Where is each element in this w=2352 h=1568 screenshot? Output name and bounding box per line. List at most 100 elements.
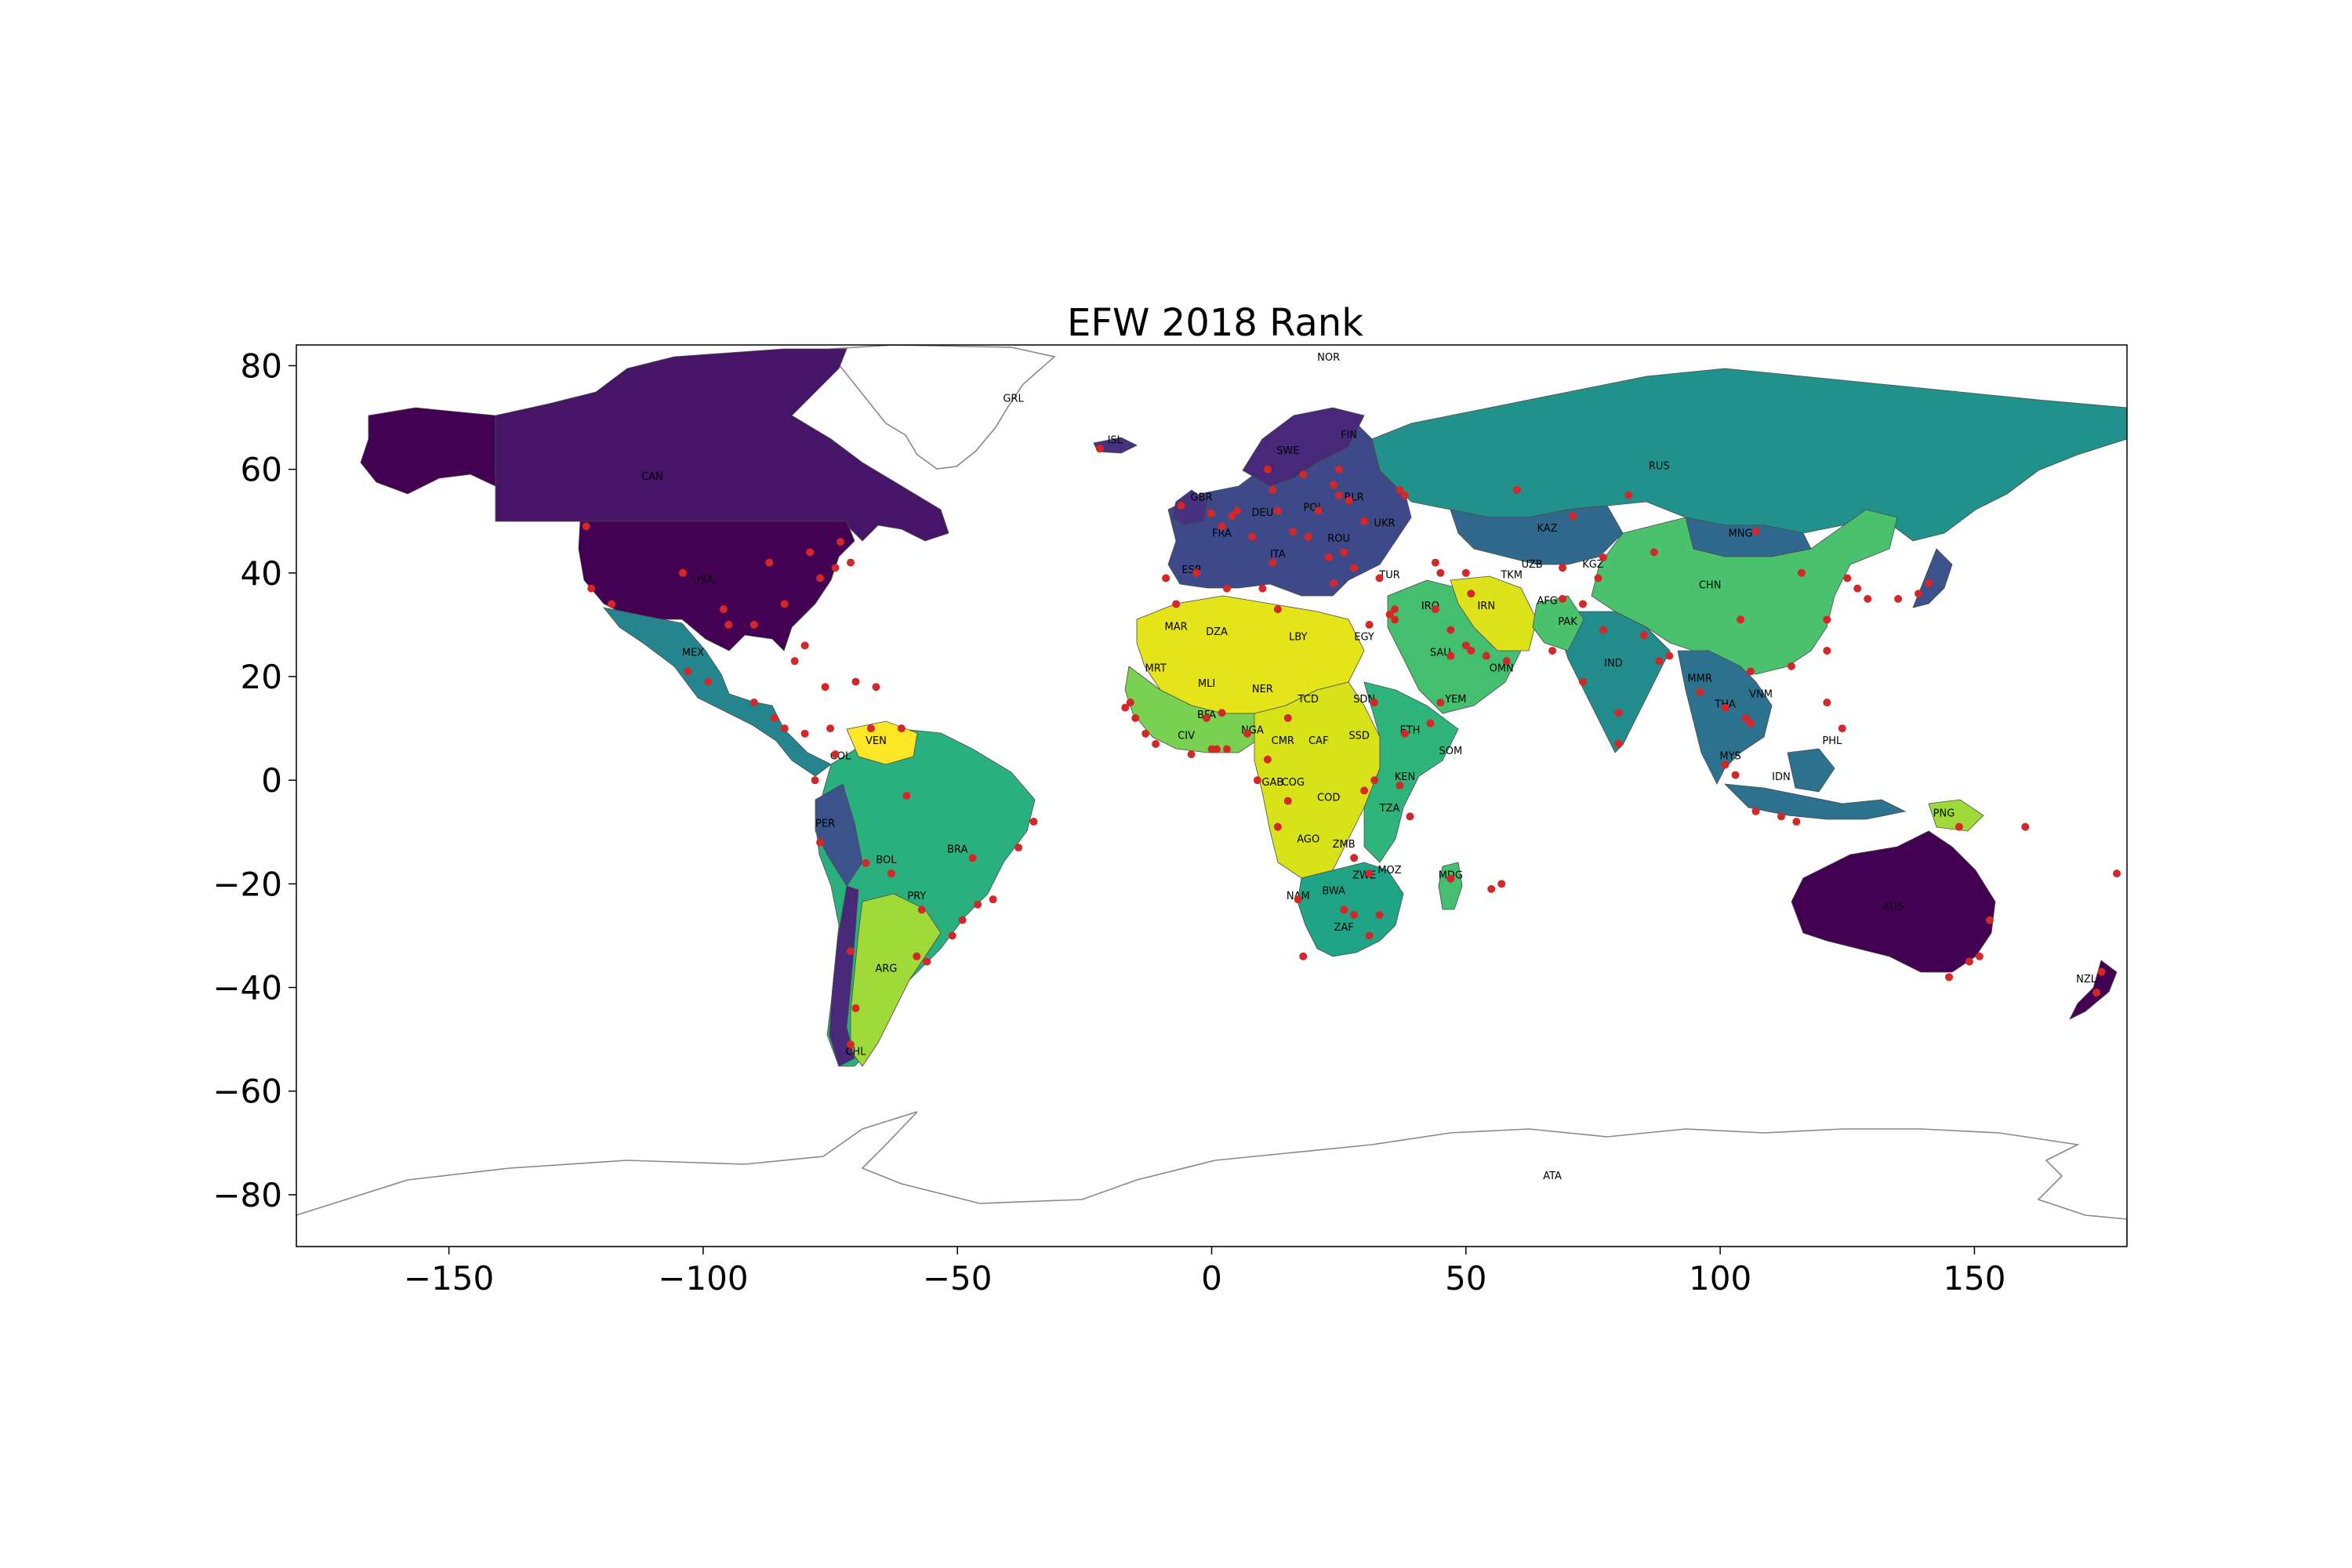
city-point: [1396, 781, 1404, 789]
city-point: [1777, 812, 1785, 821]
country-label-zaf: ZAF: [1334, 922, 1353, 934]
city-point: [1426, 719, 1435, 728]
y-tick-label: −20: [212, 865, 282, 903]
region-kazakhstan: [1450, 505, 1624, 565]
region-india: [1559, 611, 1671, 753]
city-point: [1340, 548, 1348, 557]
country-label-isl: ISL: [1108, 435, 1123, 447]
city-point: [837, 538, 845, 546]
city-point: [1512, 486, 1521, 495]
country-label-deu: DEU: [1251, 507, 1273, 519]
chart-title: EFW 2018 Rank: [1067, 301, 1363, 345]
city-point: [1436, 568, 1445, 577]
region-usa: [578, 521, 855, 652]
city-point: [1324, 553, 1333, 561]
city-point: [923, 957, 931, 966]
city-point: [1747, 667, 1755, 676]
y-tick-label: −40: [212, 969, 282, 1007]
city-point: [1436, 699, 1445, 707]
city-point: [1218, 522, 1226, 531]
city-point: [1599, 553, 1607, 561]
city-point: [1269, 486, 1277, 495]
region-png: [1928, 799, 1984, 832]
city-point: [1431, 605, 1439, 614]
country-label-gab: GAB: [1261, 777, 1283, 789]
city-point: [1431, 558, 1439, 567]
city-point: [1299, 470, 1308, 479]
city-point: [1894, 594, 1903, 603]
city-points-layer: [582, 445, 2122, 1049]
region-southeast-asia: [1677, 650, 1773, 785]
country-label-sau: SAU: [1430, 648, 1451, 659]
city-point: [1578, 600, 1587, 608]
city-point: [1787, 662, 1795, 670]
city-point: [704, 677, 713, 686]
city-point: [724, 620, 733, 629]
city-point: [1263, 465, 1272, 474]
country-label-tkm: TKM: [1500, 569, 1523, 581]
city-point: [1304, 532, 1312, 541]
country-label-chn: CHN: [1699, 580, 1722, 592]
city-point: [1365, 931, 1374, 940]
y-tick-label: −80: [212, 1176, 282, 1214]
city-point: [806, 548, 815, 557]
city-point: [1925, 579, 1933, 588]
city-point: [1350, 564, 1359, 572]
city-point: [1406, 812, 1414, 821]
city-point: [917, 906, 926, 914]
city-point: [866, 724, 875, 733]
city-point: [1152, 739, 1160, 748]
city-point: [1207, 509, 1215, 517]
city-point: [1263, 755, 1272, 764]
city-point: [1446, 626, 1455, 634]
city-point: [1385, 610, 1394, 619]
city-point: [1232, 506, 1241, 515]
country-label-idn: IDN: [1772, 771, 1791, 783]
city-point: [1370, 699, 1379, 707]
city-point: [1222, 745, 1231, 753]
city-point: [1400, 729, 1409, 738]
city-point: [821, 683, 829, 691]
city-point: [1391, 615, 1399, 624]
country-label-afg: AFG: [1537, 595, 1557, 607]
country-label-lby: LBY: [1289, 632, 1307, 644]
city-point: [1461, 641, 1470, 650]
country-label-dza: DZA: [1206, 626, 1228, 638]
country-label-can: CAN: [641, 471, 663, 483]
city-point: [1330, 481, 1338, 489]
city-point: [846, 1040, 855, 1049]
region-alaska: [360, 407, 496, 495]
region-borneo: [1787, 748, 1835, 793]
region-west-africa: [1124, 666, 1263, 753]
country-label-zmb: ZMB: [1333, 839, 1356, 851]
city-point: [1624, 491, 1633, 499]
region-east-africa: [1363, 681, 1459, 863]
country-label-yem: YEM: [1444, 694, 1466, 706]
city-point: [1823, 699, 1831, 707]
city-point: [1375, 911, 1384, 920]
city-point: [831, 564, 840, 572]
country-label-ukr: UKR: [1374, 517, 1395, 529]
city-point: [826, 724, 835, 733]
x-tick-label: −100: [658, 1259, 748, 1298]
country-label-tza: TZA: [1379, 803, 1400, 815]
city-point: [1187, 750, 1196, 759]
country-label-egy: EGY: [1354, 632, 1374, 644]
city-point: [989, 895, 997, 904]
city-point: [1751, 807, 1760, 815]
region-peru: [815, 783, 863, 887]
country-label-sdn: SDN: [1353, 694, 1375, 706]
city-point: [846, 947, 855, 956]
city-point: [1843, 574, 1852, 583]
city-point: [2113, 869, 2122, 878]
city-point: [1696, 688, 1704, 696]
country-label-ata: ATA: [1543, 1171, 1562, 1182]
city-point: [1273, 605, 1282, 614]
city-point: [2021, 822, 2030, 831]
city-point: [1985, 916, 1994, 924]
region-mexico: [603, 607, 832, 777]
city-point: [1014, 844, 1023, 852]
city-point: [902, 792, 911, 800]
city-point: [1273, 822, 1282, 831]
city-point: [684, 667, 692, 676]
